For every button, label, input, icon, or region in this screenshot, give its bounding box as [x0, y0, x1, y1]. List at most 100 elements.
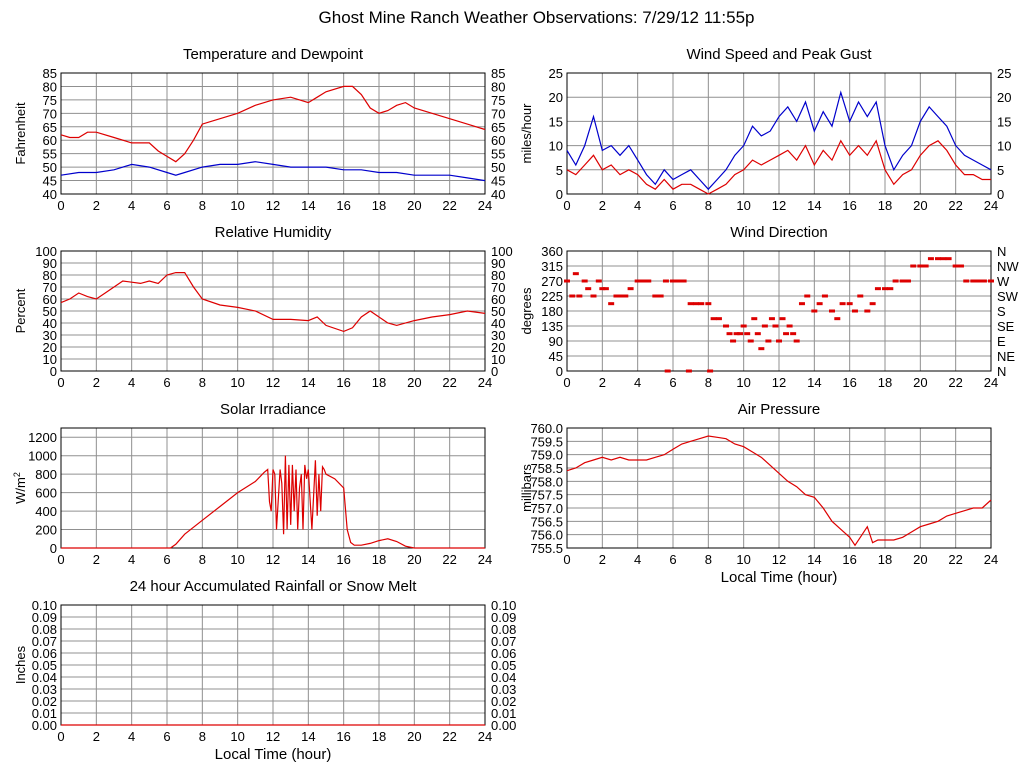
- data-point: [707, 369, 714, 373]
- data-point: [698, 302, 705, 306]
- x-tick-label: 16: [842, 198, 856, 213]
- x-tick-label: 2: [599, 198, 606, 213]
- y-axis-label: W/m2: [12, 472, 28, 504]
- x-tick-label: 16: [336, 729, 350, 744]
- y-axis-label-text: W/m: [13, 477, 28, 504]
- data-point: [595, 279, 602, 283]
- y-tick-label: 30: [43, 328, 57, 343]
- data-point: [657, 294, 664, 298]
- data-point: [608, 302, 615, 306]
- data-point: [726, 332, 733, 336]
- x-tick-label: 14: [301, 552, 315, 567]
- data-point: [576, 294, 583, 298]
- x-tick-label: 12: [772, 552, 786, 567]
- compass-label: NE: [997, 349, 1015, 364]
- y-tick-label-right: 80: [491, 268, 505, 283]
- x-tick-label: 0: [57, 375, 64, 390]
- data-point: [869, 302, 876, 306]
- y-tick-label: 800: [35, 467, 57, 482]
- x-tick-label: 18: [372, 198, 386, 213]
- y-tick-label: 10: [43, 352, 57, 367]
- y-tick-label: 70: [43, 280, 57, 295]
- data-point: [874, 287, 881, 291]
- x-tick-label: 20: [913, 552, 927, 567]
- chart-title: Temperature and Dewpoint: [183, 46, 364, 63]
- x-tick-label: 18: [372, 552, 386, 567]
- data-point: [798, 302, 805, 306]
- y-tick-label: 200: [35, 523, 57, 538]
- y-tick-label-right: 5: [997, 163, 1004, 178]
- y-tick-label: 600: [35, 486, 57, 501]
- x-tick-label: 20: [913, 375, 927, 390]
- y-tick-label: 0.10: [32, 598, 57, 613]
- y-tick-label: 758.0: [530, 474, 563, 489]
- y-tick-label-right: 70: [491, 280, 505, 295]
- data-point: [613, 294, 620, 298]
- data-point: [715, 317, 722, 321]
- x-tick-label: 0: [57, 552, 64, 567]
- x-tick-label: 14: [301, 729, 315, 744]
- x-tick-label: 14: [807, 375, 821, 390]
- chart-title: Relative Humidity: [215, 224, 332, 241]
- y-tick-label-right: 45: [491, 174, 505, 189]
- x-tick-label: 10: [230, 198, 244, 213]
- x-tick-label: 24: [984, 198, 998, 213]
- data-point: [970, 279, 977, 283]
- series-line-0: [566, 90, 992, 191]
- y-axis-label: Fahrenheit: [13, 102, 28, 165]
- x-tick-label: 16: [336, 552, 350, 567]
- data-point: [793, 339, 800, 343]
- y-tick-label: 0: [556, 364, 563, 379]
- series-line-1: [60, 161, 486, 182]
- data-point: [892, 279, 899, 283]
- y-tick-label: 400: [35, 504, 57, 519]
- x-tick-label: 22: [442, 552, 456, 567]
- data-point: [917, 264, 924, 268]
- x-tick-label: 8: [199, 375, 206, 390]
- x-tick-label: 4: [634, 375, 641, 390]
- data-point: [776, 339, 782, 343]
- x-tick-label: 6: [163, 552, 170, 567]
- x-tick-label: 6: [669, 375, 676, 390]
- data-point: [786, 324, 793, 328]
- y-tick-label: 5: [556, 163, 563, 178]
- data-point: [564, 279, 570, 283]
- x-tick-label: 16: [842, 552, 856, 567]
- y-tick-label: 0.03: [32, 682, 57, 697]
- y-tick-label: 100: [35, 244, 57, 259]
- data-point: [790, 332, 797, 336]
- data-point: [754, 332, 761, 336]
- compass-label: SE: [997, 319, 1015, 334]
- x-tick-label: 2: [93, 552, 100, 567]
- x-tick-label: 24: [478, 552, 492, 567]
- y-axis-label: Inches: [13, 645, 28, 684]
- data-point: [662, 279, 669, 283]
- x-tick-label: 24: [478, 198, 492, 213]
- y-tick-label: 0.04: [32, 670, 57, 685]
- compass-label: N: [997, 364, 1006, 379]
- x-tick-label: 24: [478, 729, 492, 744]
- data-point: [839, 302, 846, 306]
- x-tick-label: 16: [336, 198, 350, 213]
- data-point: [927, 257, 934, 261]
- data-point: [599, 287, 606, 291]
- y-tick-label: 50: [43, 304, 57, 319]
- y-tick-label-right: 20: [997, 90, 1011, 105]
- y-tick-label: 40: [43, 187, 57, 202]
- x-tick-label: 4: [128, 375, 135, 390]
- x-tick-label: 16: [842, 375, 856, 390]
- data-point: [758, 347, 765, 351]
- y-tick-label-right: 25: [997, 66, 1011, 81]
- x-tick-label: 4: [128, 729, 135, 744]
- data-point: [675, 279, 682, 283]
- y-tick-label: 65: [43, 120, 57, 135]
- data-point: [751, 317, 758, 321]
- data-point: [687, 302, 694, 306]
- y-tick-label: 85: [43, 66, 57, 81]
- x-tick-label: 8: [705, 198, 712, 213]
- x-tick-label: 2: [599, 375, 606, 390]
- data-point: [737, 332, 744, 336]
- y-tick-label-right: 0.10: [491, 598, 516, 613]
- compass-label: N: [997, 244, 1006, 259]
